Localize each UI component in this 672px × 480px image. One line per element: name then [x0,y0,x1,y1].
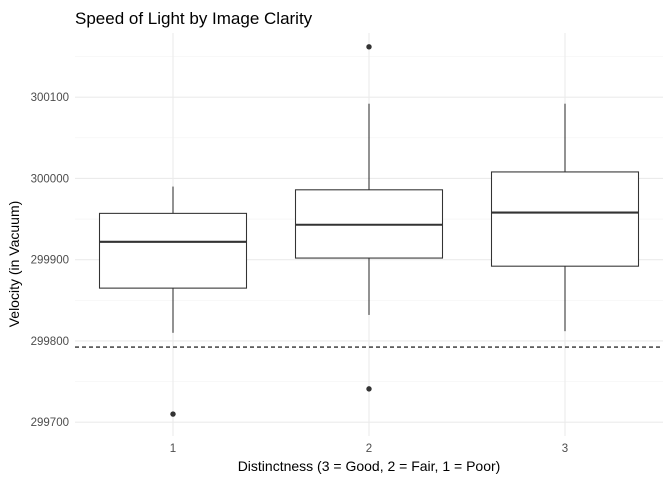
box [490,171,640,267]
y-tick-label: 299900 [31,255,69,267]
y-tick-labels: 299700 299800 299900 300000 300100 [31,92,69,429]
outlier-point [170,411,176,417]
boxplots [98,44,640,417]
x-tick-labels: 1 2 3 [170,443,568,455]
boxplot-2 [294,44,444,392]
x-tick-label: 1 [170,443,176,455]
box [98,212,248,289]
y-tick-label: 299700 [31,417,69,429]
boxplot-1 [98,186,248,417]
y-axis-title: Velocity (in Vacuum) [6,201,22,328]
y-tick-label: 299800 [31,336,69,348]
outlier-point [366,44,372,50]
outlier-point [366,386,372,392]
x-tick-label: 3 [562,443,568,455]
x-axis-title: Distinctness (3 = Good, 2 = Fair, 1 = Po… [238,458,501,474]
y-tick-label: 300000 [31,173,69,185]
y-tick-label: 300100 [31,92,69,104]
boxplot-3 [490,103,640,332]
x-tick-label: 2 [366,443,372,455]
chart-title: Speed of Light by Image Clarity [75,9,313,28]
